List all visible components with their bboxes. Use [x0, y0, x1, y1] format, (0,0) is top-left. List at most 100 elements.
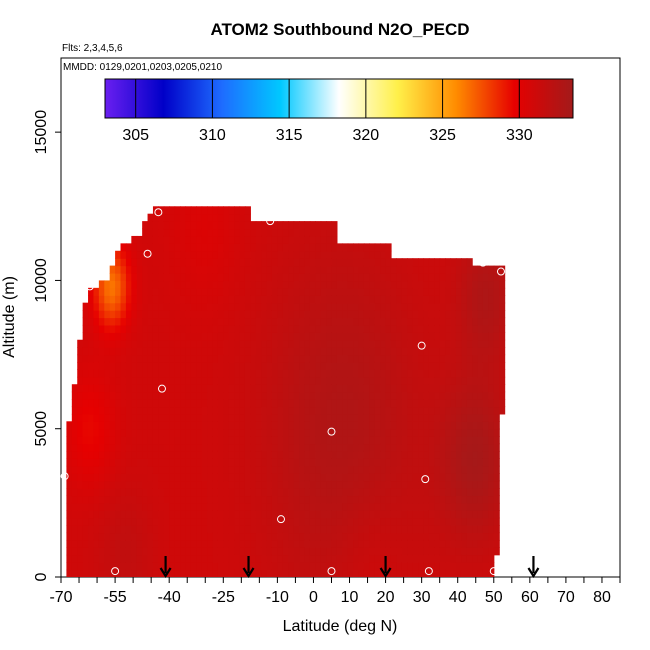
heatmap-cell [250, 332, 257, 341]
heatmap-cell [93, 317, 100, 326]
heatmap-cell [212, 488, 219, 497]
heatmap-cell [401, 406, 408, 415]
heatmap-cell [363, 354, 370, 363]
heatmap-cell [299, 436, 306, 445]
heatmap-cell [390, 339, 397, 348]
heatmap-cell [315, 547, 322, 556]
heatmap-cell [347, 391, 354, 400]
heatmap-cell [250, 295, 257, 304]
heatmap-cell [309, 243, 316, 252]
heatmap-cell [434, 265, 441, 274]
heatmap-cell [163, 221, 170, 230]
sample-point [424, 567, 433, 576]
heatmap-cell [445, 406, 452, 415]
heatmap-cell [380, 547, 387, 556]
heatmap-cell [363, 324, 370, 333]
heatmap-cell [342, 376, 349, 385]
heatmap-cell [304, 354, 311, 363]
heatmap-cell [363, 376, 370, 385]
heatmap-cell [331, 399, 338, 408]
heatmap-cell [315, 532, 322, 541]
heatmap-cell [363, 525, 370, 534]
heatmap-cell [428, 273, 435, 282]
heatmap-cell [142, 280, 149, 289]
heatmap-cell [320, 369, 327, 378]
heatmap-cell [336, 339, 343, 348]
heatmap-cell [277, 302, 284, 311]
heatmap-cell [234, 221, 241, 230]
heatmap-cell [493, 399, 500, 408]
heatmap-cell [196, 399, 203, 408]
heatmap-cell [261, 332, 268, 341]
heatmap-cell [82, 376, 89, 385]
heatmap-cell [180, 273, 187, 282]
heatmap-cell [450, 517, 457, 526]
heatmap-cell [418, 406, 425, 415]
heatmap-cell [461, 502, 468, 511]
heatmap-cell [326, 458, 333, 467]
heatmap-cell [223, 273, 230, 282]
heatmap-cell [304, 228, 311, 237]
heatmap-cell [174, 436, 181, 445]
heatmap-cell [131, 369, 138, 378]
heatmap-cell [255, 465, 262, 474]
heatmap-cell [196, 295, 203, 304]
heatmap-cell [207, 547, 214, 556]
heatmap-cell [136, 302, 143, 311]
heatmap-cell [163, 339, 170, 348]
heatmap-cell [347, 280, 354, 289]
heatmap-cell [326, 287, 333, 296]
heatmap-cell [239, 562, 246, 571]
heatmap-cell [88, 517, 95, 526]
heatmap-cell [390, 525, 397, 534]
heatmap-cell [239, 354, 246, 363]
heatmap-cell [163, 332, 170, 341]
heatmap-cell [336, 517, 343, 526]
heatmap-cell [201, 280, 208, 289]
heatmap-cell [66, 421, 73, 430]
heatmap-cell [271, 510, 278, 519]
heatmap-cell [369, 295, 376, 304]
heatmap-cell [244, 317, 251, 326]
heatmap-cell [320, 488, 327, 497]
heatmap-cell [77, 510, 84, 519]
heatmap-cell [277, 569, 284, 577]
heatmap-cell [396, 324, 403, 333]
heatmap-cell [180, 554, 187, 563]
heatmap-cell [282, 510, 289, 519]
heatmap-cell [380, 517, 387, 526]
heatmap-cell [455, 369, 462, 378]
heatmap-cell [158, 332, 165, 341]
heatmap-cell [174, 347, 181, 356]
heatmap-cell [282, 228, 289, 237]
heatmap-cell [174, 391, 181, 400]
heatmap-cell [434, 302, 441, 311]
heatmap-cell [336, 280, 343, 289]
heatmap-cell [239, 310, 246, 319]
heatmap-cell [342, 369, 349, 378]
heatmap-cell [450, 369, 457, 378]
heatmap-cell [250, 384, 257, 393]
heatmap-cell [131, 458, 138, 467]
heatmap-cell [482, 399, 489, 408]
heatmap-cell [326, 384, 333, 393]
heatmap-cell [244, 221, 251, 230]
heatmap-cell [304, 273, 311, 282]
heatmap-cell [320, 324, 327, 333]
heatmap-cell [423, 406, 430, 415]
heatmap-cell [461, 517, 468, 526]
heatmap-cell [196, 450, 203, 459]
heatmap-cell [428, 324, 435, 333]
heatmap-cell [66, 502, 73, 511]
y-axis-title: Altitude (m) [1, 276, 18, 358]
heatmap-cell [234, 495, 241, 504]
heatmap-cell [423, 258, 430, 267]
heatmap-cell [336, 376, 343, 385]
heatmap-cell [428, 443, 435, 452]
heatmap-cell [190, 443, 197, 452]
heatmap-cell [212, 287, 219, 296]
heatmap-cell [239, 539, 246, 548]
heatmap-cell [212, 250, 219, 259]
heatmap-cell [477, 517, 484, 526]
heatmap-cell [136, 450, 143, 459]
